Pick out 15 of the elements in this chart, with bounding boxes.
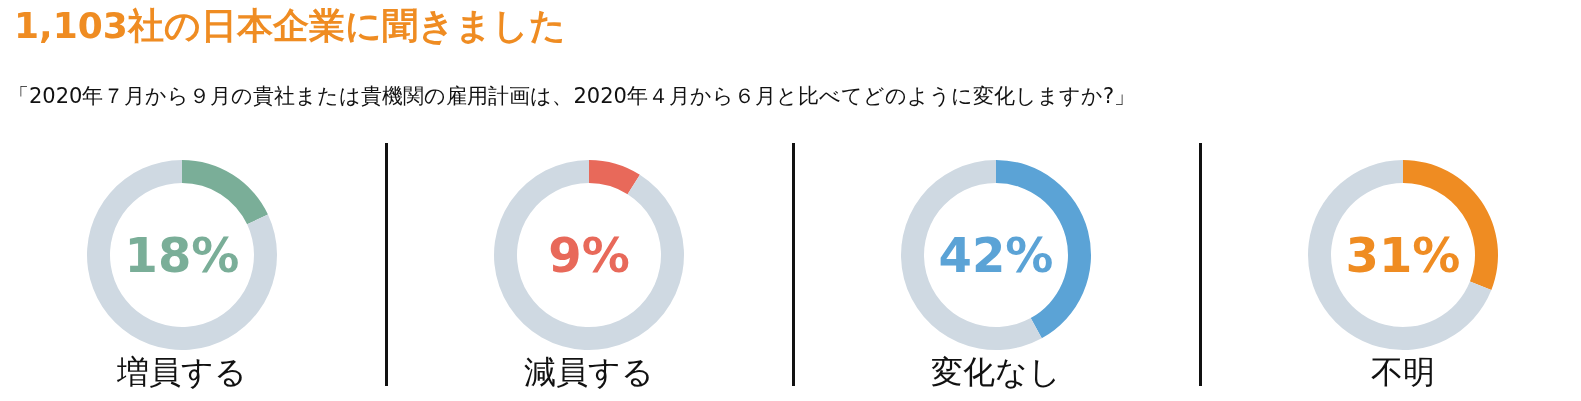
- text: 「2020年７月から９月の貴社または貴機関の雇用計画は、2020年４月から６月と比べてどのように変化しますか?」: [8, 83, 1136, 110]
- donut-slice: [182, 160, 268, 225]
- donut-slice: [1308, 160, 1492, 350]
- text: 18%: [124, 227, 240, 283]
- text: 42%: [938, 227, 1054, 283]
- text: 31%: [1345, 227, 1461, 283]
- text: 減員する: [524, 353, 654, 391]
- text: 不明: [1371, 353, 1435, 391]
- donut-slice: [87, 160, 277, 350]
- text: 増員する: [116, 353, 247, 391]
- text: 変化なし: [931, 353, 1061, 391]
- donut-slice: [589, 160, 640, 195]
- donut-slice: [494, 160, 684, 350]
- chart-title: 1,103社の日本企業に聞きました: [14, 4, 566, 48]
- text: 9%: [548, 227, 630, 283]
